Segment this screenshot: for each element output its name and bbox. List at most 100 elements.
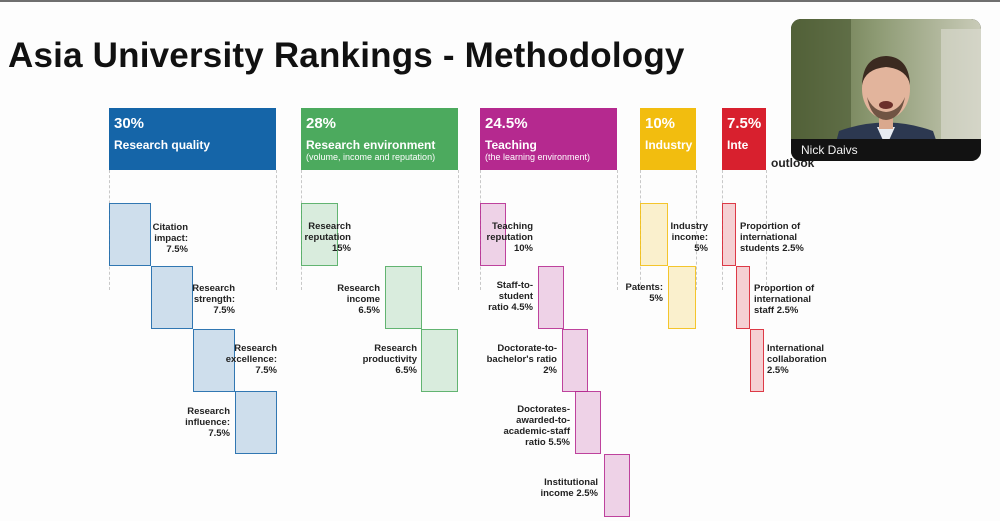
metric-box (640, 203, 668, 266)
metric-label-line: Research (187, 406, 230, 417)
metric-label-line: Research (374, 343, 417, 354)
metric-label-line: international (740, 232, 798, 243)
metric-box (604, 454, 630, 517)
metric-label-line: International (767, 343, 825, 354)
pillar-header-teaching: 24.5% Teaching (the learning environment) (480, 108, 617, 170)
metric-box (562, 329, 588, 392)
metric-label-line: Teaching (492, 221, 533, 232)
metric-label-line: 5% (649, 293, 663, 304)
metric-box (235, 391, 277, 454)
metric-label: Research strength: 7.5% (192, 283, 235, 316)
pillar-header-industry: 10% Industry (640, 108, 696, 170)
metric-label-line: income (346, 294, 380, 305)
metric-label: Doctorate-to-bachelor's ratio 2% (487, 343, 557, 376)
metric-label-line: 5% (694, 243, 708, 254)
metric-label: Research productivity 6.5% (363, 343, 417, 376)
pillar-weight: 30% (114, 115, 145, 132)
pillar-subtitle: (the learning environment) (485, 152, 591, 162)
metric-box (668, 266, 696, 329)
metric-label-line: 6.5% (358, 305, 380, 316)
pillar-weight: 10% (645, 115, 676, 132)
metric-label: Industry income: 5% (671, 221, 708, 254)
metric-label-line: reputation (304, 232, 351, 243)
participant-name-label: Nick Daivs (791, 139, 981, 161)
metric-label-line: Doctorate-to- (497, 343, 557, 354)
metric-label: Staff-to-student ratio 4.5% (488, 280, 533, 313)
pillar-name: Inte (727, 138, 749, 152)
metric-label-line: reputation (486, 232, 533, 243)
metric-label-line: income 2.5% (540, 488, 598, 499)
guide-line (617, 170, 618, 290)
pillar-name: Teaching (485, 138, 537, 152)
video-call-tile[interactable]: Nick Daivs (791, 19, 981, 161)
metric-label: Citation impact: 7.5% (153, 222, 188, 255)
metric-label: Proportion of international students 2.5% (740, 221, 804, 254)
metric-box (736, 266, 750, 329)
metric-label-line: 2.5% (767, 365, 789, 376)
slide-title: Asia University Rankings - Methodology (8, 36, 685, 75)
metric-label-line: academic-staff (503, 426, 570, 437)
pillar-name: Industry (645, 138, 693, 152)
top-divider (0, 0, 1000, 2)
metric-label-line: productivity (362, 354, 417, 365)
metric-label-line: strength: (193, 294, 235, 305)
guide-line (458, 170, 459, 290)
metric-label-line: collaboration (767, 354, 827, 365)
metric-label-line: ratio 5.5% (525, 437, 570, 448)
metric-label-line: excellence: (225, 354, 277, 365)
metric-label-line: Proportion of (754, 283, 815, 294)
metric-box (421, 329, 458, 392)
pillar-weight: 24.5% (485, 115, 528, 132)
metric-label-line: 2% (543, 365, 557, 376)
metric-box (722, 203, 736, 266)
metric-label: Research excellence: 7.5% (226, 343, 277, 376)
metric-box (109, 203, 151, 266)
metric-label-line: Citation (152, 222, 188, 233)
metric-label-line: international (754, 294, 812, 305)
metric-label-line: students 2.5% (740, 243, 804, 254)
metric-box (750, 329, 764, 392)
metric-box (575, 391, 601, 454)
metric-label-line: influence: (185, 417, 230, 428)
metric-label-line: 7.5% (166, 244, 188, 255)
metric-label: Institutional income 2.5% (540, 477, 598, 499)
pillar-subtitle: (volume, income and reputation) (306, 152, 436, 162)
metric-label-line: ratio 4.5% (488, 302, 533, 313)
pillar-weight: 7.5% (727, 115, 762, 132)
metric-box (538, 266, 564, 329)
metric-label-line: 7.5% (213, 305, 235, 316)
metric-label-line: 7.5% (208, 428, 230, 439)
metric-label-line: Industry (670, 221, 708, 232)
guide-line (696, 170, 697, 290)
metric-label-line: 10% (513, 243, 533, 254)
metric-label: Teaching reputation 10% (487, 221, 533, 254)
metric-label-line: 6.5% (395, 365, 417, 376)
metric-label: Research influence: 7.5% (185, 406, 230, 439)
pillar-header-international-outlook: 7.5% Inte (722, 108, 766, 170)
metric-label-line: income: (671, 232, 708, 243)
metric-label-line: Staff-to- (496, 280, 533, 291)
pillar-header-research-environment: 28% Research environment (volume, income a… (301, 108, 458, 170)
metric-label-line: Research (234, 343, 277, 354)
guide-line (766, 170, 767, 290)
pillar-name: Research environment (306, 138, 436, 152)
metric-box (301, 203, 338, 266)
metric-label-line: awarded-to- (516, 415, 570, 426)
metric-label-line: Doctorates- (517, 404, 570, 415)
metric-box (385, 266, 422, 329)
metric-label-line: bachelor's ratio (486, 354, 557, 365)
metric-label-line: staff 2.5% (754, 305, 799, 316)
metric-label: International collaboration 2.5% (767, 343, 827, 376)
metric-label: Research reputation 15% (305, 221, 351, 254)
guide-line (276, 170, 277, 290)
metric-label-line: Institutional (544, 477, 598, 488)
pillar-header-research-quality: 30% Research quality (109, 108, 276, 170)
metric-label-line: 7.5% (255, 365, 277, 376)
metric-label-line: Proportion of (740, 221, 801, 232)
metric-label: Patents: 5% (626, 282, 663, 304)
pillar-weight: 28% (306, 115, 337, 132)
metric-box (480, 203, 506, 266)
metric-label: Proportion of international staff 2.5% (754, 283, 814, 316)
participant-video-feed (791, 19, 981, 161)
